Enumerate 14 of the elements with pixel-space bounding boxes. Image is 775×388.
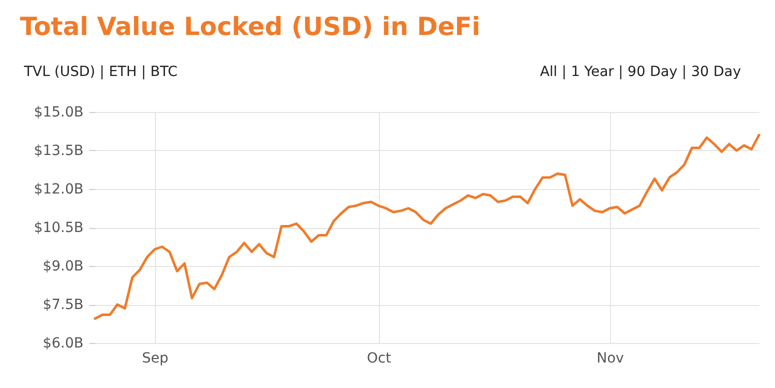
x-tick-label: Oct [366,350,392,366]
x-tick-label: Nov [596,350,624,366]
y-tick-label: $9.0B [42,258,84,274]
text: All | 1 Year | 90 Day | 30 Day [540,64,741,80]
chart-title: Total Value Locked (USD) in DeFi [20,12,480,41]
line-series [94,134,760,320]
y-tick-label: $12.0B [34,182,84,198]
y-tick-label: $15.0B [34,104,84,120]
y-tick-label: $6.0B [42,336,84,352]
x-tick-label: Sep [142,350,168,366]
y-tick-label: $10.5B [34,220,84,236]
y-tick-label: $13.5B [34,143,84,159]
y-tick-label: $7.5B [42,297,84,313]
text: TVL (USD) | ETH | BTC [24,64,178,80]
